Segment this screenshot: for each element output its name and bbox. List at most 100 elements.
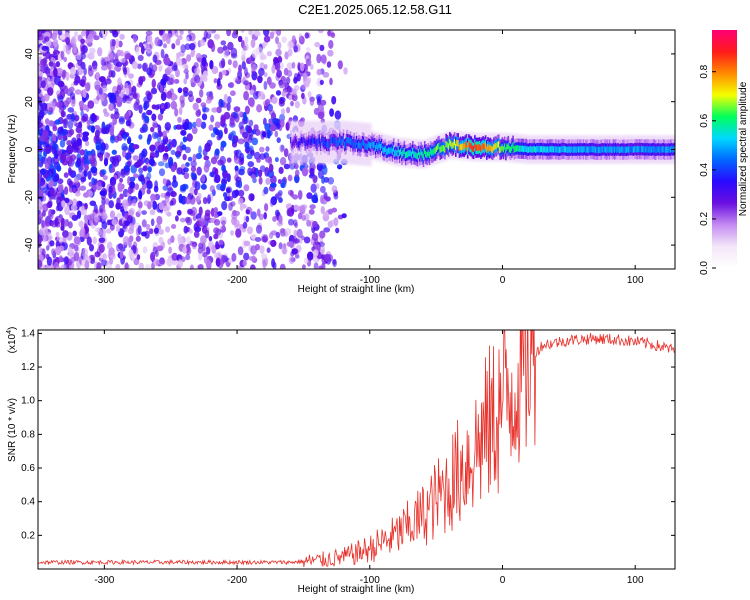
heatmap-noise-blob: [129, 223, 135, 231]
heatmap-noise-blob: [183, 69, 189, 74]
heatmap-noise-blob: [164, 122, 171, 131]
heatmap-noise-blob: [162, 156, 168, 163]
heatmap-noise-blob: [117, 182, 123, 192]
heatmap-noise-blob: [53, 261, 60, 269]
heatmap-noise-blob: [322, 71, 330, 78]
heatmap-noise-blob: [262, 259, 267, 269]
heatmap-noise-blob: [47, 120, 55, 127]
heatmap-noise-blob: [82, 248, 88, 258]
heatmap-ridge-cell: [396, 150, 398, 157]
heatmap-noise-blob: [55, 245, 62, 256]
x-tick-label: -100: [360, 275, 380, 286]
heatmap-noise-blob: [237, 110, 243, 117]
heatmap-noise-blob: [60, 153, 67, 163]
heatmap-noise-blob: [263, 186, 269, 195]
heatmap-noise-blob: [79, 149, 85, 156]
heatmap-ridge-cell: [593, 146, 596, 153]
heatmap-noise-blob: [183, 167, 189, 173]
heatmap-noise-blob: [144, 263, 151, 269]
heatmap-noise-blob: [291, 204, 295, 214]
heatmap-ridge-cell: [305, 139, 308, 146]
heatmap-noise-blob: [171, 224, 177, 229]
heatmap-noise-blob: [275, 48, 282, 57]
heatmap-ridge-cell: [643, 146, 646, 153]
heatmap-noise-blob: [176, 153, 180, 160]
heatmap-ridge-cell: [529, 146, 531, 153]
heatmap-noise-blob: [158, 202, 164, 211]
heatmap-noise-blob: [244, 105, 250, 115]
heatmap-noise-blob: [61, 70, 66, 80]
heatmap-noise-blob: [266, 76, 272, 86]
heatmap-noise-blob: [186, 54, 192, 62]
heatmap-noise-blob: [210, 156, 218, 165]
heatmap-noise-blob: [192, 121, 197, 128]
heatmap-noise-blob: [146, 109, 153, 116]
heatmap-noise-blob: [89, 244, 94, 252]
heatmap-noise-blob: [270, 239, 277, 247]
heatmap-noise-blob: [69, 92, 76, 100]
heatmap-noise-blob: [143, 96, 150, 104]
heatmap-noise-blob: [138, 76, 144, 86]
heatmap-noise-blob: [323, 176, 330, 183]
heatmap-ridge-cell: [433, 147, 436, 154]
heatmap-noise-blob: [217, 78, 221, 87]
heatmap-ridge-cell: [443, 145, 445, 152]
heatmap-ridge-cell: [523, 146, 525, 153]
heatmap-noise-blob: [121, 143, 128, 152]
heatmap-ridge-cell: [452, 141, 455, 148]
heatmap-noise-blob: [137, 201, 143, 209]
heatmap-noise-blob: [306, 192, 313, 200]
heatmap-noise-blob: [266, 247, 271, 253]
heatmap-ridge-cell: [515, 145, 518, 152]
heatmap-ridge-cell: [417, 149, 420, 156]
heatmap-noise-blob: [40, 58, 47, 66]
heatmap-ridge-cell: [310, 138, 313, 145]
heatmap-noise-blob: [82, 88, 87, 98]
heatmap-noise-blob: [90, 125, 95, 133]
heatmap-noise-blob: [237, 180, 243, 189]
heatmap-noise-blob: [308, 209, 315, 215]
heatmap-noise-blob: [270, 182, 277, 188]
heatmap-noise-blob: [110, 167, 116, 173]
heatmap-noise-blob: [234, 165, 239, 172]
heatmap-noise-blob: [331, 185, 338, 193]
heatmap-noise-blob: [81, 259, 86, 265]
heatmap-ridge-cell: [612, 145, 615, 153]
colorbar-tick-label: 0.0: [699, 261, 710, 275]
heatmap-noise-blob: [87, 190, 93, 198]
heatmap-noise-blob: [320, 249, 325, 255]
heatmap-noise-blob: [216, 183, 223, 191]
heatmap-noise-blob: [220, 140, 227, 148]
heatmap-ridge-cell: [519, 145, 522, 152]
heatmap-noise-blob: [138, 104, 143, 114]
heatmap-noise-blob: [251, 49, 259, 59]
heatmap-noise-blob: [237, 138, 245, 145]
heatmap-noise-blob: [101, 85, 108, 93]
heatmap-noise-blob: [54, 119, 61, 125]
heatmap-noise-blob: [112, 117, 118, 126]
heatmap-noise-blob: [263, 72, 268, 78]
heatmap-ridge-cell: [346, 136, 348, 143]
heatmap-noise-blob: [153, 227, 159, 234]
heatmap-noise-blob: [166, 33, 173, 39]
heatmap-noise-blob: [38, 115, 42, 125]
heatmap-noise-blob: [67, 119, 74, 130]
heatmap-noise-blob: [230, 230, 234, 236]
heatmap-ridge-cell: [367, 141, 370, 148]
heatmap-ridge-cell: [490, 146, 493, 153]
heatmap-noise-blob: [142, 165, 148, 172]
heatmap-noise-blob: [332, 259, 337, 268]
heatmap-noise-blob: [146, 188, 151, 195]
heatmap-noise-blob: [55, 61, 61, 68]
heatmap-noise-blob: [64, 205, 71, 216]
heatmap-ridge-cell: [412, 147, 414, 155]
heatmap-noise-blob: [118, 40, 123, 48]
heatmap-noise-blob: [205, 246, 211, 255]
heatmap-noise-blob: [44, 36, 50, 42]
heatmap-noise-blob: [145, 223, 151, 231]
heatmap-noise-blob: [170, 191, 177, 198]
heatmap-noise-blob: [109, 210, 116, 219]
heatmap-noise-blob: [222, 165, 226, 173]
heatmap-ridge-cell: [342, 136, 345, 143]
heatmap-noise-blob: [269, 109, 275, 116]
